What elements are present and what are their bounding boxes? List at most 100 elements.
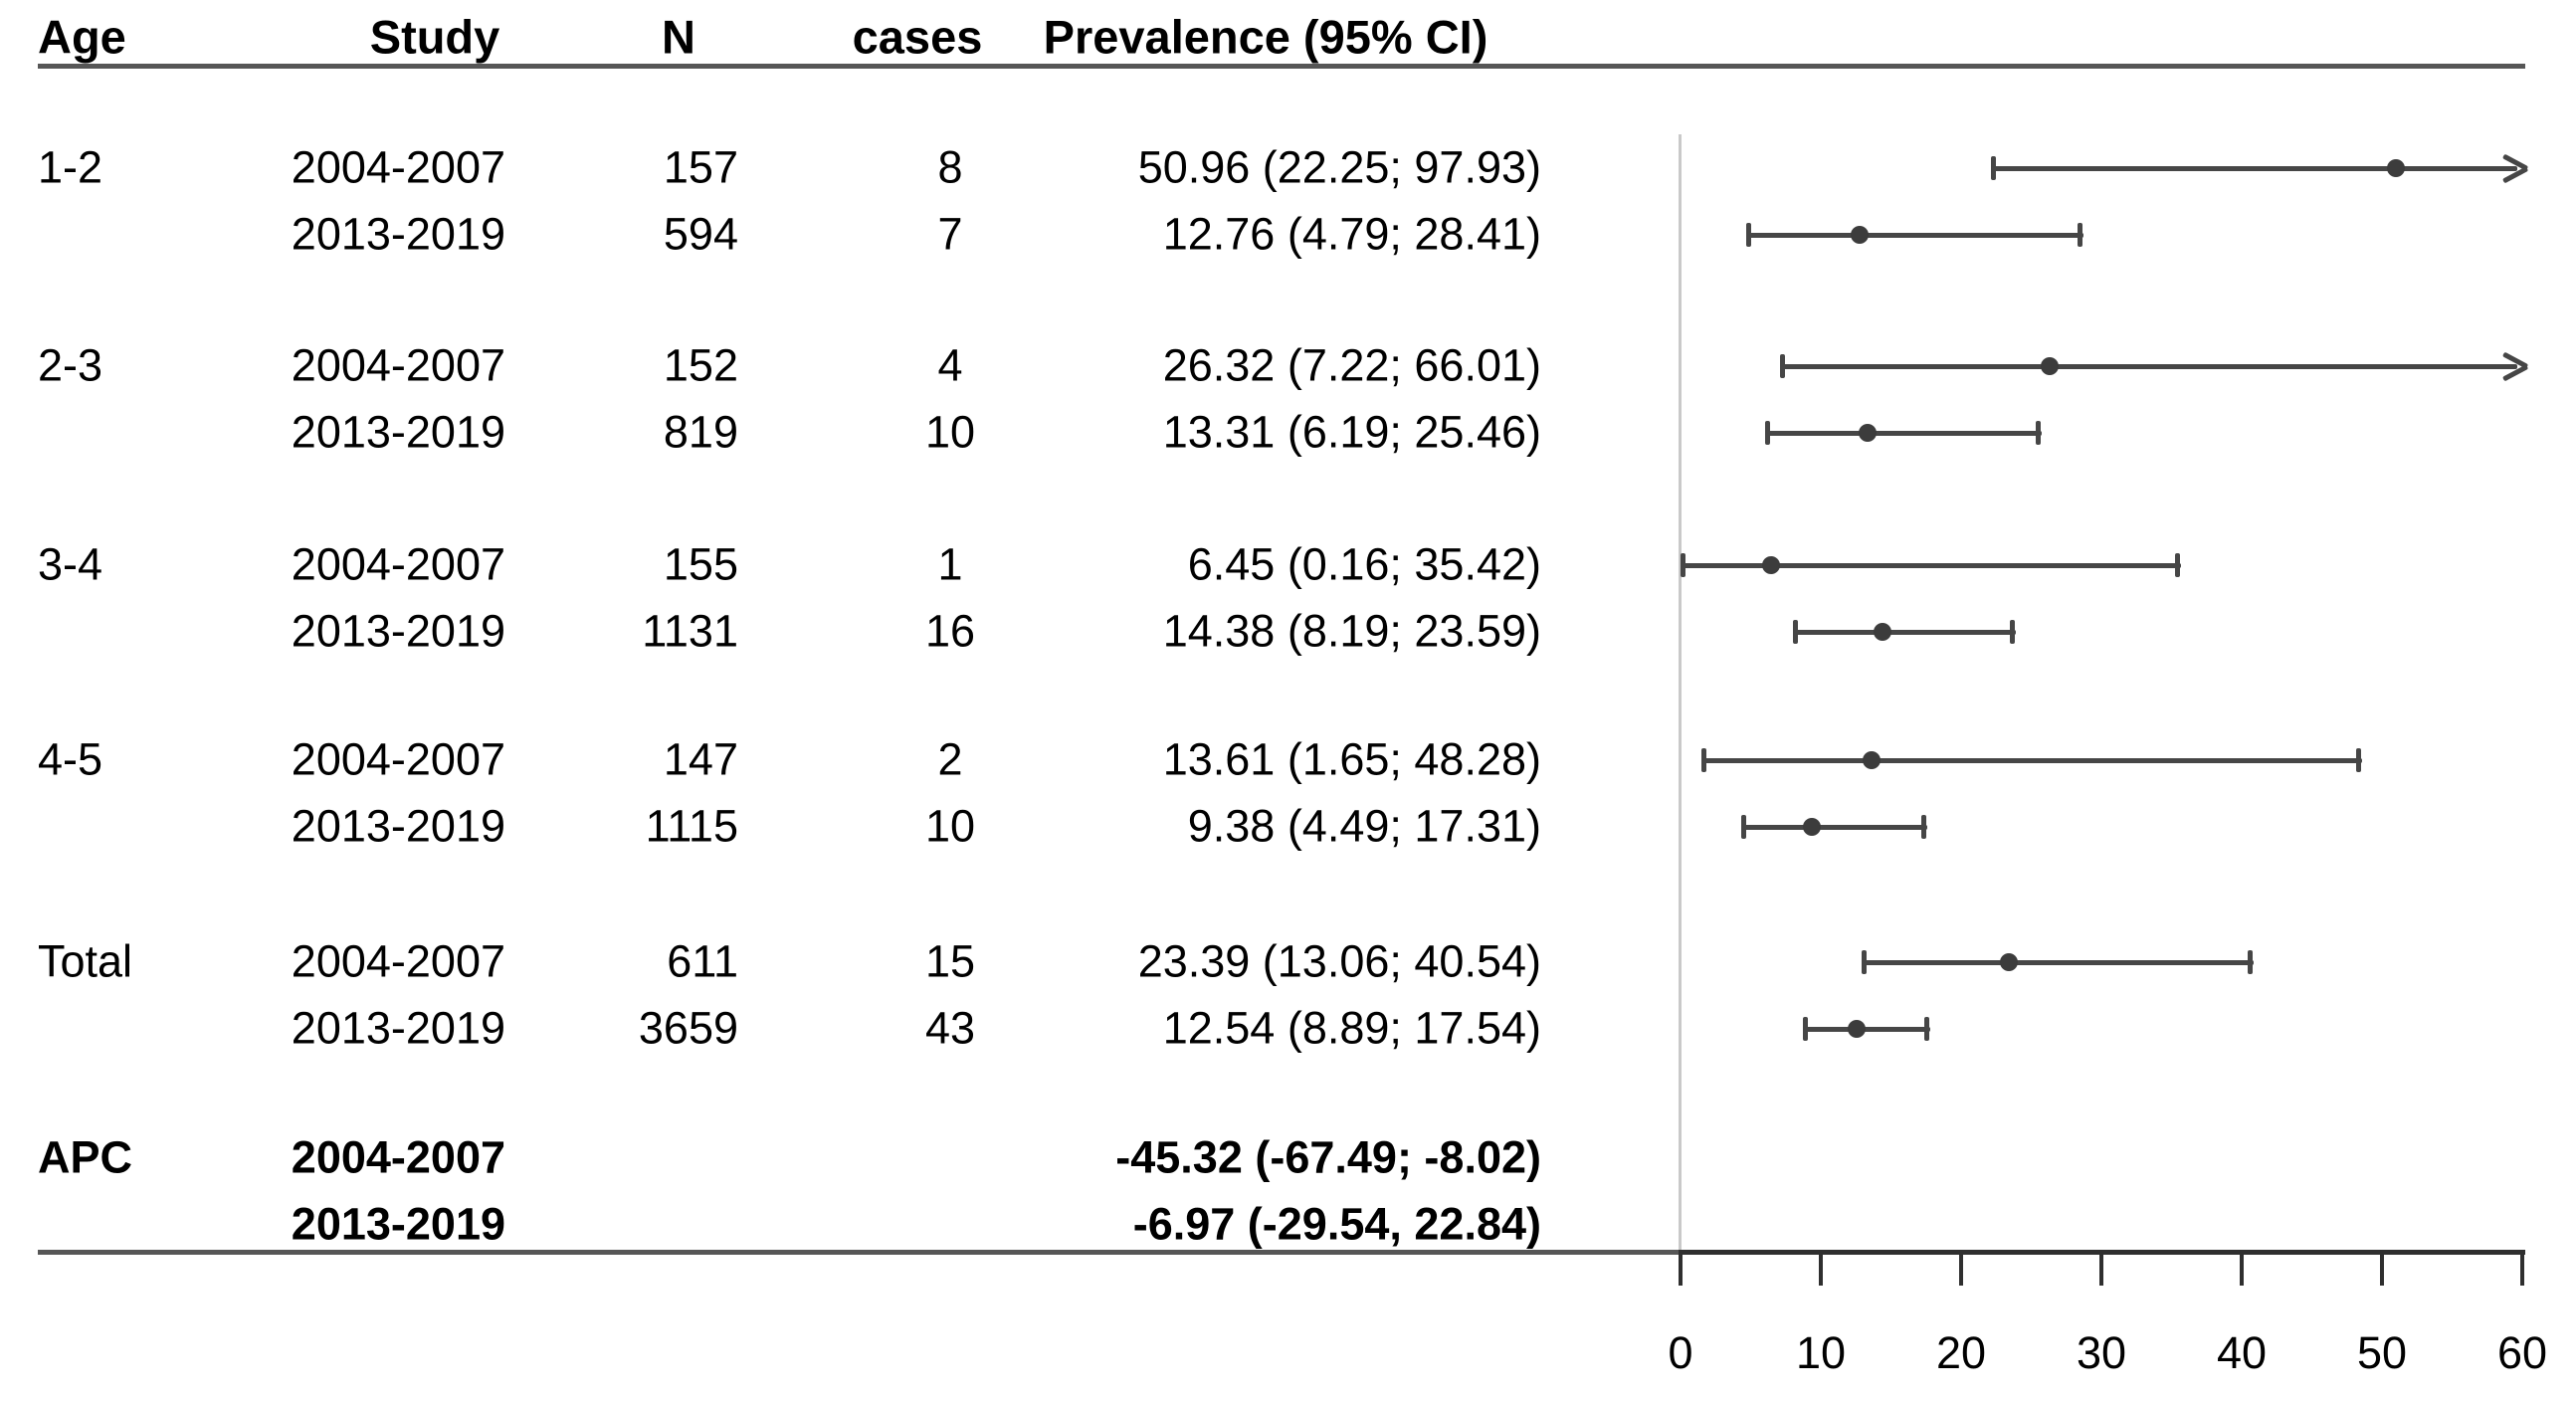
ci-right-cap: [2355, 748, 2361, 772]
row-study-label: 2013-2019: [291, 605, 505, 657]
ci-left-cap: [1990, 156, 1996, 180]
axis-tick-label: 10: [1795, 1327, 1847, 1378]
ci-right-cap: [2247, 950, 2253, 974]
row-age-label: APC: [38, 1131, 133, 1183]
axis-tick-label: 40: [2216, 1327, 2268, 1378]
ci-right-cap: [1921, 815, 1927, 839]
row-study-label: 2013-2019: [291, 800, 505, 852]
row-n-value: 594: [663, 208, 738, 260]
row-study-label: 2004-2007: [291, 733, 505, 785]
row-prevalence-value: 14.38 (8.19; 23.59): [1162, 605, 1541, 657]
row-cases-value: 8: [937, 141, 963, 193]
confidence-interval-bar: [1864, 959, 2254, 965]
row-n-value: 157: [663, 141, 738, 193]
confidence-interval-bar: [1767, 430, 2042, 436]
row-cases-value: 15: [924, 935, 976, 987]
point-estimate-dot: [1847, 1020, 1866, 1038]
row-prevalence-value: 26.32 (7.22; 66.01): [1162, 339, 1541, 391]
point-estimate-dot: [1862, 751, 1881, 769]
row-n-value: 147: [663, 733, 738, 785]
row-prevalence-value: 13.61 (1.65; 48.28): [1162, 733, 1541, 785]
ci-left-cap: [1779, 354, 1785, 378]
column-header-prevalence: Prevalence (95% CI): [1043, 10, 1488, 64]
row-prevalence-value: 12.54 (8.89; 17.54): [1162, 1002, 1541, 1054]
row-study-label: 2013-2019: [291, 1198, 505, 1250]
point-estimate-dot: [2041, 357, 2060, 375]
column-header-n: N: [662, 10, 695, 64]
row-prevalence-value: 50.96 (22.25; 97.93): [1137, 141, 1541, 193]
row-study-label: 2004-2007: [291, 538, 505, 590]
axis-tick: [1679, 1252, 1683, 1286]
ci-left-cap: [1862, 950, 1868, 974]
ci-right-cap: [1924, 1017, 1930, 1041]
ci-left-cap: [1765, 421, 1771, 445]
row-prevalence-value: 13.31 (6.19; 25.46): [1162, 406, 1541, 458]
ci-left-cap: [1741, 815, 1747, 839]
row-n-value: 819: [663, 406, 738, 458]
axis-tick: [1959, 1252, 1963, 1286]
bottom-rule: [38, 1250, 2525, 1255]
row-prevalence-value: 9.38 (4.49; 17.31): [1187, 800, 1541, 852]
row-study-label: 2013-2019: [291, 406, 505, 458]
point-estimate-dot: [1850, 226, 1869, 244]
axis-tick-label: 60: [2496, 1327, 2548, 1378]
row-cases-value: 4: [937, 339, 963, 391]
row-age-label: Total: [38, 935, 133, 987]
column-header-study: Study: [369, 10, 500, 64]
axis-tick-label: 30: [2076, 1327, 2127, 1378]
zero-reference-line: [1679, 134, 1682, 1250]
row-age-label: 4-5: [38, 733, 103, 785]
confidence-interval-bar: [1683, 562, 2182, 568]
confidence-interval-bar: [1781, 363, 2517, 369]
row-n-value: 155: [663, 538, 738, 590]
row-prevalence-value: 6.45 (0.16; 35.42): [1187, 538, 1541, 590]
ci-left-cap: [1745, 223, 1751, 247]
row-cases-value: 10: [924, 800, 976, 852]
confidence-interval-bar: [1805, 1026, 1931, 1032]
column-header-age: Age: [38, 10, 126, 64]
row-prevalence-value: 12.76 (4.79; 28.41): [1162, 208, 1541, 260]
axis-tick: [2099, 1252, 2103, 1286]
ci-left-cap: [1793, 620, 1799, 644]
row-age-label: 1-2: [38, 141, 103, 193]
axis-tick: [1819, 1252, 1823, 1286]
point-estimate-dot: [2386, 159, 2405, 177]
confidence-interval-bar: [1795, 629, 2016, 635]
row-prevalence-value: -6.97 (-29.54, 22.84): [1132, 1198, 1541, 1250]
point-estimate-dot: [1761, 556, 1780, 574]
confidence-interval-bar: [1743, 824, 1928, 830]
confidence-interval-bar: [1992, 165, 2517, 171]
row-study-label: 2013-2019: [291, 1002, 505, 1054]
row-cases-value: 10: [924, 406, 976, 458]
axis-tick: [2380, 1252, 2384, 1286]
point-estimate-dot: [1999, 953, 2018, 971]
point-estimate-dot: [1858, 424, 1877, 442]
header-rule: [38, 64, 2525, 69]
ci-left-cap: [1681, 553, 1686, 577]
ci-left-cap: [1701, 748, 1707, 772]
row-n-value: 152: [663, 339, 738, 391]
axis-tick-label: 50: [2356, 1327, 2408, 1378]
axis-tick: [2520, 1252, 2524, 1286]
row-cases-value: 16: [924, 605, 976, 657]
row-n-value: 611: [667, 935, 738, 987]
row-cases-value: 1: [937, 538, 963, 590]
row-study-label: 2004-2007: [291, 141, 505, 193]
ci-right-cap: [2009, 620, 2015, 644]
point-estimate-dot: [1803, 818, 1822, 836]
confidence-interval-bar: [1703, 757, 2362, 763]
row-study-label: 2004-2007: [291, 339, 505, 391]
row-age-label: 2-3: [38, 339, 103, 391]
row-n-value: 3659: [638, 1002, 738, 1054]
point-estimate-dot: [1873, 623, 1891, 641]
axis-tick-label: 0: [1668, 1327, 1693, 1378]
row-prevalence-value: 23.39 (13.06; 40.54): [1137, 935, 1541, 987]
axis-tick-label: 20: [1935, 1327, 1987, 1378]
row-age-label: 3-4: [38, 538, 103, 590]
row-prevalence-value: -45.32 (-67.49; -8.02): [1115, 1131, 1541, 1183]
ci-right-cap: [2175, 553, 2181, 577]
confidence-interval-bar: [1747, 232, 2083, 238]
ci-right-cap: [2077, 223, 2082, 247]
row-study-label: 2013-2019: [291, 208, 505, 260]
